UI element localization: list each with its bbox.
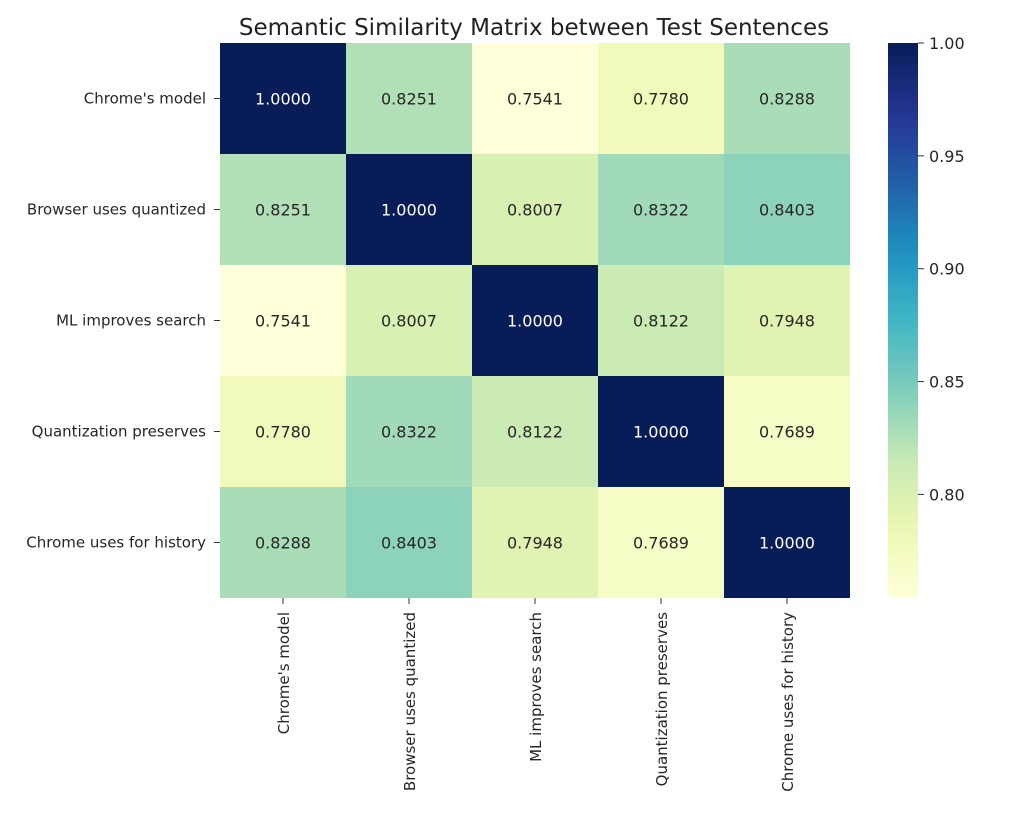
heatmap-cell (724, 376, 850, 487)
row-labels: Chrome's model Browser uses quantized ML i… (26, 90, 220, 552)
heatmap-cell (724, 265, 850, 376)
cell-value-label: 0.7948 (759, 312, 815, 331)
heatmap-cell (724, 487, 850, 598)
colorbar-tick-label: 0.80 (929, 485, 965, 504)
heatmap-cell (220, 376, 346, 487)
cell-value-label: 0.8403 (759, 201, 815, 220)
column-label: Browser uses quantized (401, 612, 419, 791)
cell-value-label: 1.0000 (759, 534, 815, 553)
heatmap-cell (598, 487, 724, 598)
heatmap-cell (472, 43, 598, 154)
column-label: Quantization preserves (653, 612, 671, 787)
heatmap-cell (724, 154, 850, 265)
colorbar-tick-label: 0.90 (929, 260, 965, 279)
heatmap-cell (724, 43, 850, 154)
cell-value-label: 0.8322 (633, 201, 689, 220)
cell-value-label: 0.8288 (255, 534, 311, 553)
heatmap-cell (220, 487, 346, 598)
heatmap-cell (598, 154, 724, 265)
cell-value-label: 1.0000 (381, 201, 437, 220)
heatmap-cell (472, 154, 598, 265)
heatmap-cell (472, 487, 598, 598)
cell-value-label: 1.0000 (507, 312, 563, 331)
column-labels: Chrome's model Browser uses quantized ML i… (275, 598, 797, 792)
heatmap-cell (346, 43, 472, 154)
heatmap-cell (220, 265, 346, 376)
column-label: Chrome uses for history (779, 612, 797, 792)
heatmap-cell (472, 376, 598, 487)
cell-value-label: 0.8288 (759, 90, 815, 109)
row-label: Browser uses quantized (27, 201, 206, 219)
colorbar-tick-label: 0.85 (929, 373, 965, 392)
heatmap-cell (472, 265, 598, 376)
heatmap-cell (346, 487, 472, 598)
chart-title: Semantic Similarity Matrix between Test … (239, 15, 829, 41)
cell-value-label: 0.8007 (381, 312, 437, 331)
cell-value-label: 0.8122 (633, 312, 689, 331)
cell-value-label: 0.8251 (255, 201, 311, 220)
colorbar-tick-label: 0.95 (929, 147, 965, 166)
cell-value-label: 0.8007 (507, 201, 563, 220)
colorbar-tick-label: 1.00 (929, 34, 965, 53)
cell-value-label: 0.7689 (759, 423, 815, 442)
cell-value-label: 0.7948 (507, 534, 563, 553)
cell-value-label: 0.8122 (507, 423, 563, 442)
cell-value-label: 0.8322 (381, 423, 437, 442)
colorbar: 0.80 0.85 0.90 0.95 1.00 (888, 34, 965, 598)
row-label: ML improves search (56, 312, 206, 330)
heatmap-cell (346, 154, 472, 265)
cell-value-label: 0.7780 (633, 90, 689, 109)
heatmap-cell-labels: 1.0000 0.8251 0.7541 0.7780 0.8288 0.8251 1.00… (255, 90, 815, 553)
cell-value-label: 1.0000 (633, 423, 689, 442)
cell-value-label: 0.8403 (381, 534, 437, 553)
cell-value-label: 0.7780 (255, 423, 311, 442)
heatmap-cell (220, 43, 346, 154)
heatmap-cell (346, 376, 472, 487)
row-label: Chrome's model (84, 90, 206, 108)
heatmap-cell (598, 43, 724, 154)
heatmap-cells (220, 43, 850, 598)
heatmap-cell (598, 376, 724, 487)
row-label: Quantization preserves (32, 423, 207, 441)
cell-value-label: 0.8251 (381, 90, 437, 109)
colorbar-gradient (888, 43, 918, 598)
cell-value-label: 1.0000 (255, 90, 311, 109)
cell-value-label: 0.7541 (507, 90, 563, 109)
column-label: ML improves search (527, 612, 545, 762)
column-label: Chrome's model (275, 612, 293, 734)
row-label: Chrome uses for history (26, 534, 206, 552)
cell-value-label: 0.7541 (255, 312, 311, 331)
heatmap-cell (220, 154, 346, 265)
cell-value-label: 0.7689 (633, 534, 689, 553)
heatmap-cell (346, 265, 472, 376)
heatmap-cell (598, 265, 724, 376)
